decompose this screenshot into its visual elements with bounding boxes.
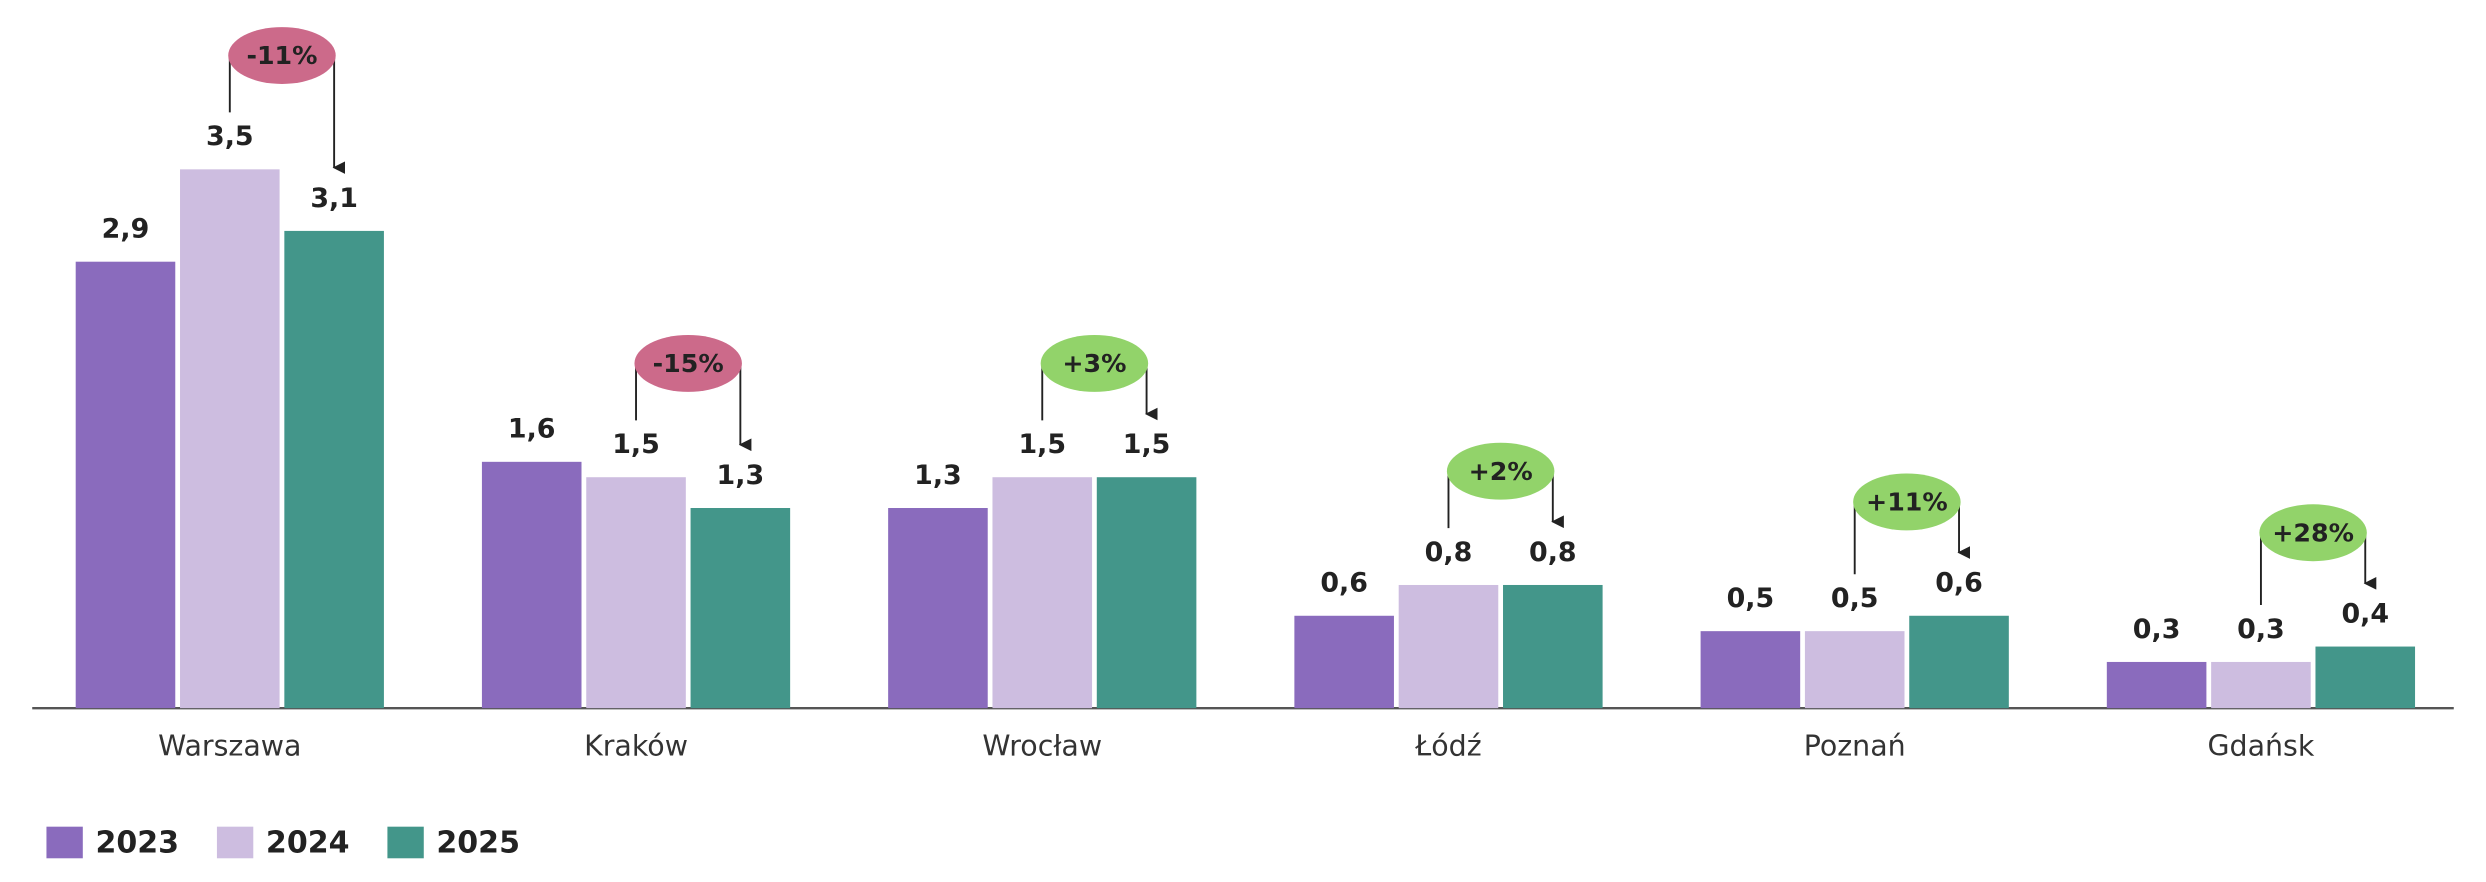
change-bubble [634,334,742,392]
value-label: 1,3 [914,460,962,491]
value-label: 0,4 [2341,598,2389,629]
change-label: +28% [2272,518,2354,547]
legend-label: 2025 [436,826,520,861]
bar [1398,584,1499,709]
change-label: +2% [1469,457,1533,486]
legend-swatch [216,826,254,859]
value-label: 0,8 [1425,537,1473,568]
x-tick-label: Wrocław [982,730,1102,763]
legend-label: 2023 [95,826,179,861]
bar [1804,631,1905,709]
value-label: 0,5 [1727,583,1775,614]
x-tick-label: Kraków [584,730,688,763]
x-tick-label: Warszawa [158,730,301,763]
x-tick-label: Poznań [1804,730,1906,763]
change-label: -11% [246,41,317,70]
value-label: 0,6 [1320,568,1368,599]
bar [1294,615,1394,709]
value-label: 0,5 [1831,583,1879,614]
value-label: 1,3 [717,460,765,491]
bar [1503,584,1603,709]
value-label: 1,6 [508,414,556,445]
bar [888,508,988,709]
legend-label: 2024 [266,826,350,861]
value-label: 0,3 [2237,614,2285,645]
value-label: 3,5 [206,121,254,152]
bar [1700,631,1801,709]
bar [2106,661,2207,709]
value-label: 0,3 [2133,614,2181,645]
bar [284,230,384,709]
bar [1096,477,1197,709]
bar [2315,646,2416,709]
value-label: 1,5 [1018,429,1066,460]
change-label: -15% [653,349,724,378]
change-label: +11% [1866,488,1948,517]
value-label: 0,6 [1935,568,1983,599]
bar [75,261,176,709]
legend-swatch [46,826,83,859]
value-label: 1,5 [612,429,660,460]
change-bubble [1040,334,1149,392]
value-label: 3,1 [310,183,358,214]
change-bubble [1446,442,1555,500]
bar [1909,615,2009,709]
bar [690,508,791,709]
x-tick-label: Gdańsk [2208,730,2315,763]
change-bubble [228,27,336,84]
bar [992,477,1093,709]
bar [2211,661,2311,709]
bar [481,461,582,709]
legend-swatch [387,826,424,859]
change-bubble [2259,504,2367,562]
x-tick-label: Łódź [1414,730,1481,763]
value-label: 2,9 [102,214,150,245]
change-bubble [1853,473,1961,531]
value-label: 1,5 [1123,429,1171,460]
bar [586,477,686,709]
bar [180,169,280,709]
change-label: +3% [1062,349,1126,378]
value-label: 0,8 [1529,537,1577,568]
